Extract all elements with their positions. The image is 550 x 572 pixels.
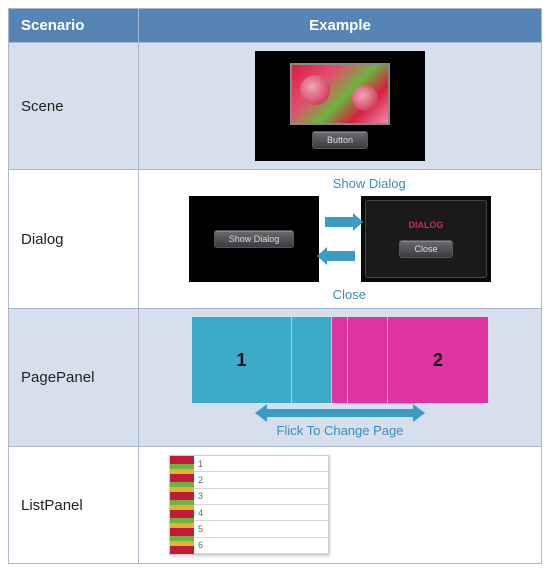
dialog-before-screen: Show Dialog	[189, 196, 319, 282]
dialog-popup: DIALOG Close	[365, 200, 487, 278]
page-strip: 1 2	[192, 317, 488, 403]
ui-examples-table: Scenario Example Scene Button Dialog Sho…	[8, 8, 542, 564]
header-scenario: Scenario	[9, 9, 139, 42]
page-2-partial	[348, 317, 388, 403]
show-dialog-label: Show Dialog	[333, 176, 406, 191]
flick-arrow-icon	[265, 409, 415, 417]
example-scene: Button	[139, 43, 541, 169]
list-panel: 1 2 3 4 5 6	[169, 455, 329, 555]
close-button[interactable]: Close	[399, 240, 452, 258]
table-row: Dialog Show Dialog Show Dialog DIALOG Cl…	[9, 169, 541, 308]
scene-screen: Button	[255, 51, 425, 161]
list-item[interactable]: 6	[194, 538, 328, 554]
scene-button[interactable]: Button	[312, 131, 368, 149]
flower-image	[290, 63, 390, 125]
example-pagepanel: 1 2 Flick To Change Page	[139, 309, 541, 446]
dialog-transition-diagram: Show Dialog Show Dialog DIALOG Close Clo…	[189, 178, 491, 300]
scenario-label: ListPanel	[9, 447, 139, 563]
arrow-right-icon	[325, 217, 355, 227]
list-rows: 1 2 3 4 5 6	[194, 456, 328, 554]
header-example: Example	[139, 9, 541, 42]
example-listpanel: 1 2 3 4 5 6	[139, 447, 541, 563]
list-item[interactable]: 5	[194, 521, 328, 537]
arrow-group	[325, 217, 355, 261]
table-row: PagePanel 1 2 Flick To Change Page	[9, 308, 541, 446]
example-dialog: Show Dialog Show Dialog DIALOG Close Clo…	[139, 170, 541, 308]
flick-caption: Flick To Change Page	[277, 423, 404, 438]
table-header-row: Scenario Example	[9, 9, 541, 42]
page-2: 2	[388, 317, 488, 403]
table-row: Scene Button	[9, 42, 541, 169]
scenario-label: Scene	[9, 43, 139, 169]
scenario-label: PagePanel	[9, 309, 139, 446]
dialog-title: DIALOG	[409, 220, 444, 230]
list-item[interactable]: 3	[194, 489, 328, 505]
scenario-label: Dialog	[9, 170, 139, 308]
arrow-left-icon	[325, 251, 355, 261]
list-thumbnail-strip	[170, 456, 194, 554]
show-dialog-button[interactable]: Show Dialog	[214, 230, 295, 248]
dialog-after-screen: DIALOG Close	[361, 196, 491, 282]
list-item[interactable]: 2	[194, 472, 328, 488]
list-item[interactable]: 1	[194, 456, 328, 472]
page-1: 1	[192, 317, 292, 403]
close-label: Close	[333, 287, 366, 302]
list-item[interactable]: 4	[194, 505, 328, 521]
page-1-partial	[292, 317, 332, 403]
page-gap	[332, 317, 348, 403]
pagepanel-diagram: 1 2 Flick To Change Page	[192, 317, 488, 438]
table-row: ListPanel 1 2 3 4 5 6	[9, 446, 541, 563]
